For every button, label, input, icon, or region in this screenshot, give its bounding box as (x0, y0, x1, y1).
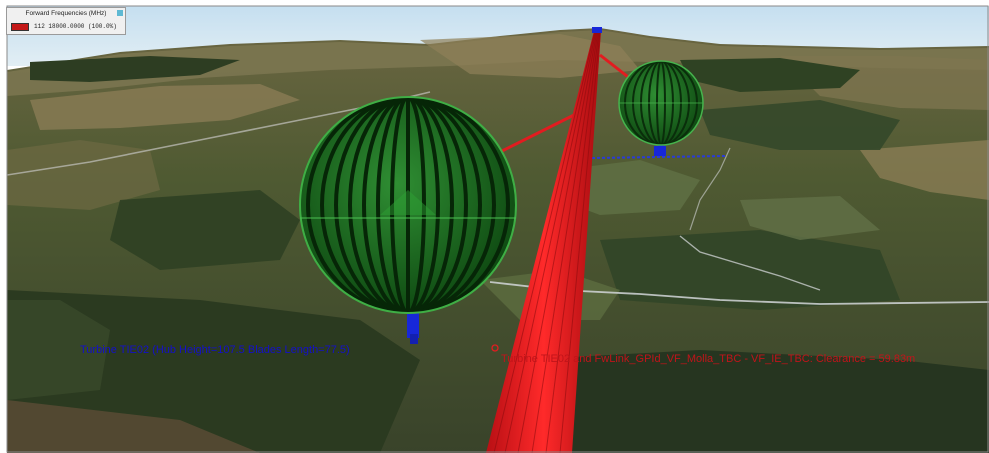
turbine-label: Turbine TIE02 (Hub Height=107.5 Blades L… (80, 344, 350, 356)
road (689, 147, 731, 231)
field-patch (740, 196, 880, 240)
legend-entry-label: 112 18000.0000 (100.0%) (34, 23, 117, 30)
frequency-legend[interactable]: Forward Frequencies (MHz) 112 18000.0000… (6, 7, 126, 35)
moorland-patch (860, 140, 989, 200)
turbine-label-leader (591, 155, 726, 159)
turbine-sphere-small (618, 60, 704, 146)
target-marker-icon (491, 344, 499, 352)
forest-block (680, 58, 860, 92)
field-patch (560, 160, 700, 215)
forest-block (600, 230, 900, 310)
forest-block (110, 190, 300, 270)
turbine-base (654, 146, 666, 156)
turbine-base (410, 334, 418, 344)
road (679, 235, 821, 291)
moorland-patch (7, 140, 160, 210)
forest-block (30, 56, 240, 82)
legend-title: Forward Frequencies (MHz) (25, 10, 107, 17)
microwave-link-beam (486, 27, 602, 453)
viewport-frame (6, 5, 989, 453)
forest-block (7, 300, 110, 400)
clearance-link-line (599, 53, 633, 82)
clearance-link-line (499, 110, 581, 154)
forest-block (7, 400, 260, 453)
legend-swatch (11, 23, 29, 31)
turbine-sphere-large (299, 96, 517, 314)
forest-block (700, 100, 900, 150)
close-icon[interactable] (117, 10, 123, 16)
forest-block (520, 350, 989, 453)
moorland-patch (30, 84, 300, 130)
legend-entry-row[interactable]: 112 18000.0000 (100.0%) (11, 22, 117, 32)
clearance-label: Turbine TIE02 and FwLink_GPId_VF_Molla_T… (501, 353, 916, 365)
